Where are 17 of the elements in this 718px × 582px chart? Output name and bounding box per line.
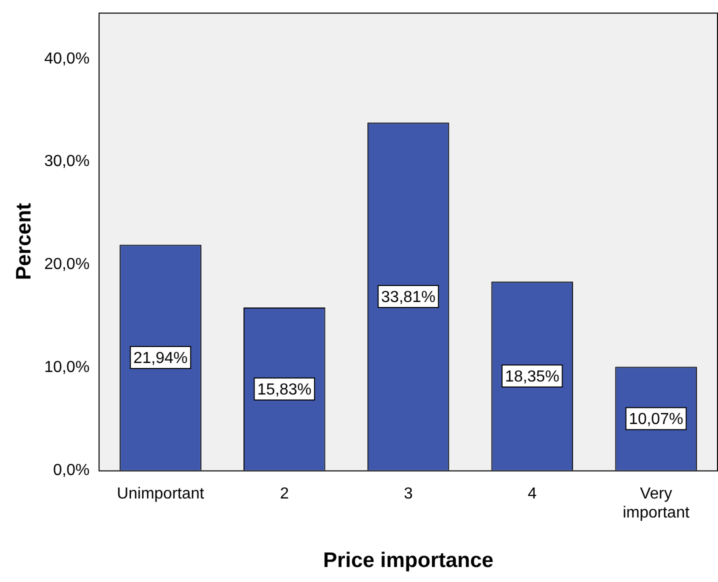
y-tick-label: 0,0%: [53, 462, 90, 479]
data-label: 33,81%: [381, 288, 436, 306]
x-tick-label: Unimportant: [116, 485, 205, 502]
x-tick-label: 4: [528, 485, 537, 502]
y-tick-label: 10,0%: [44, 358, 90, 376]
data-label: 15,83%: [257, 381, 312, 398]
y-tick-label: 30,0%: [44, 153, 90, 170]
data-label: 10,07%: [628, 411, 684, 428]
x-axis-title: Price importance: [323, 549, 494, 572]
y-axis-title: Percent: [12, 202, 36, 280]
y-tick-label: 20,0%: [44, 256, 90, 274]
x-tick-label: 2: [280, 485, 289, 502]
x-tick-label: 3: [404, 485, 413, 502]
x-tick-label: Very important: [622, 485, 690, 522]
data-label: 18,35%: [505, 368, 560, 386]
data-label: 21,94%: [133, 350, 188, 367]
y-tick-label: 40,0%: [44, 50, 90, 68]
